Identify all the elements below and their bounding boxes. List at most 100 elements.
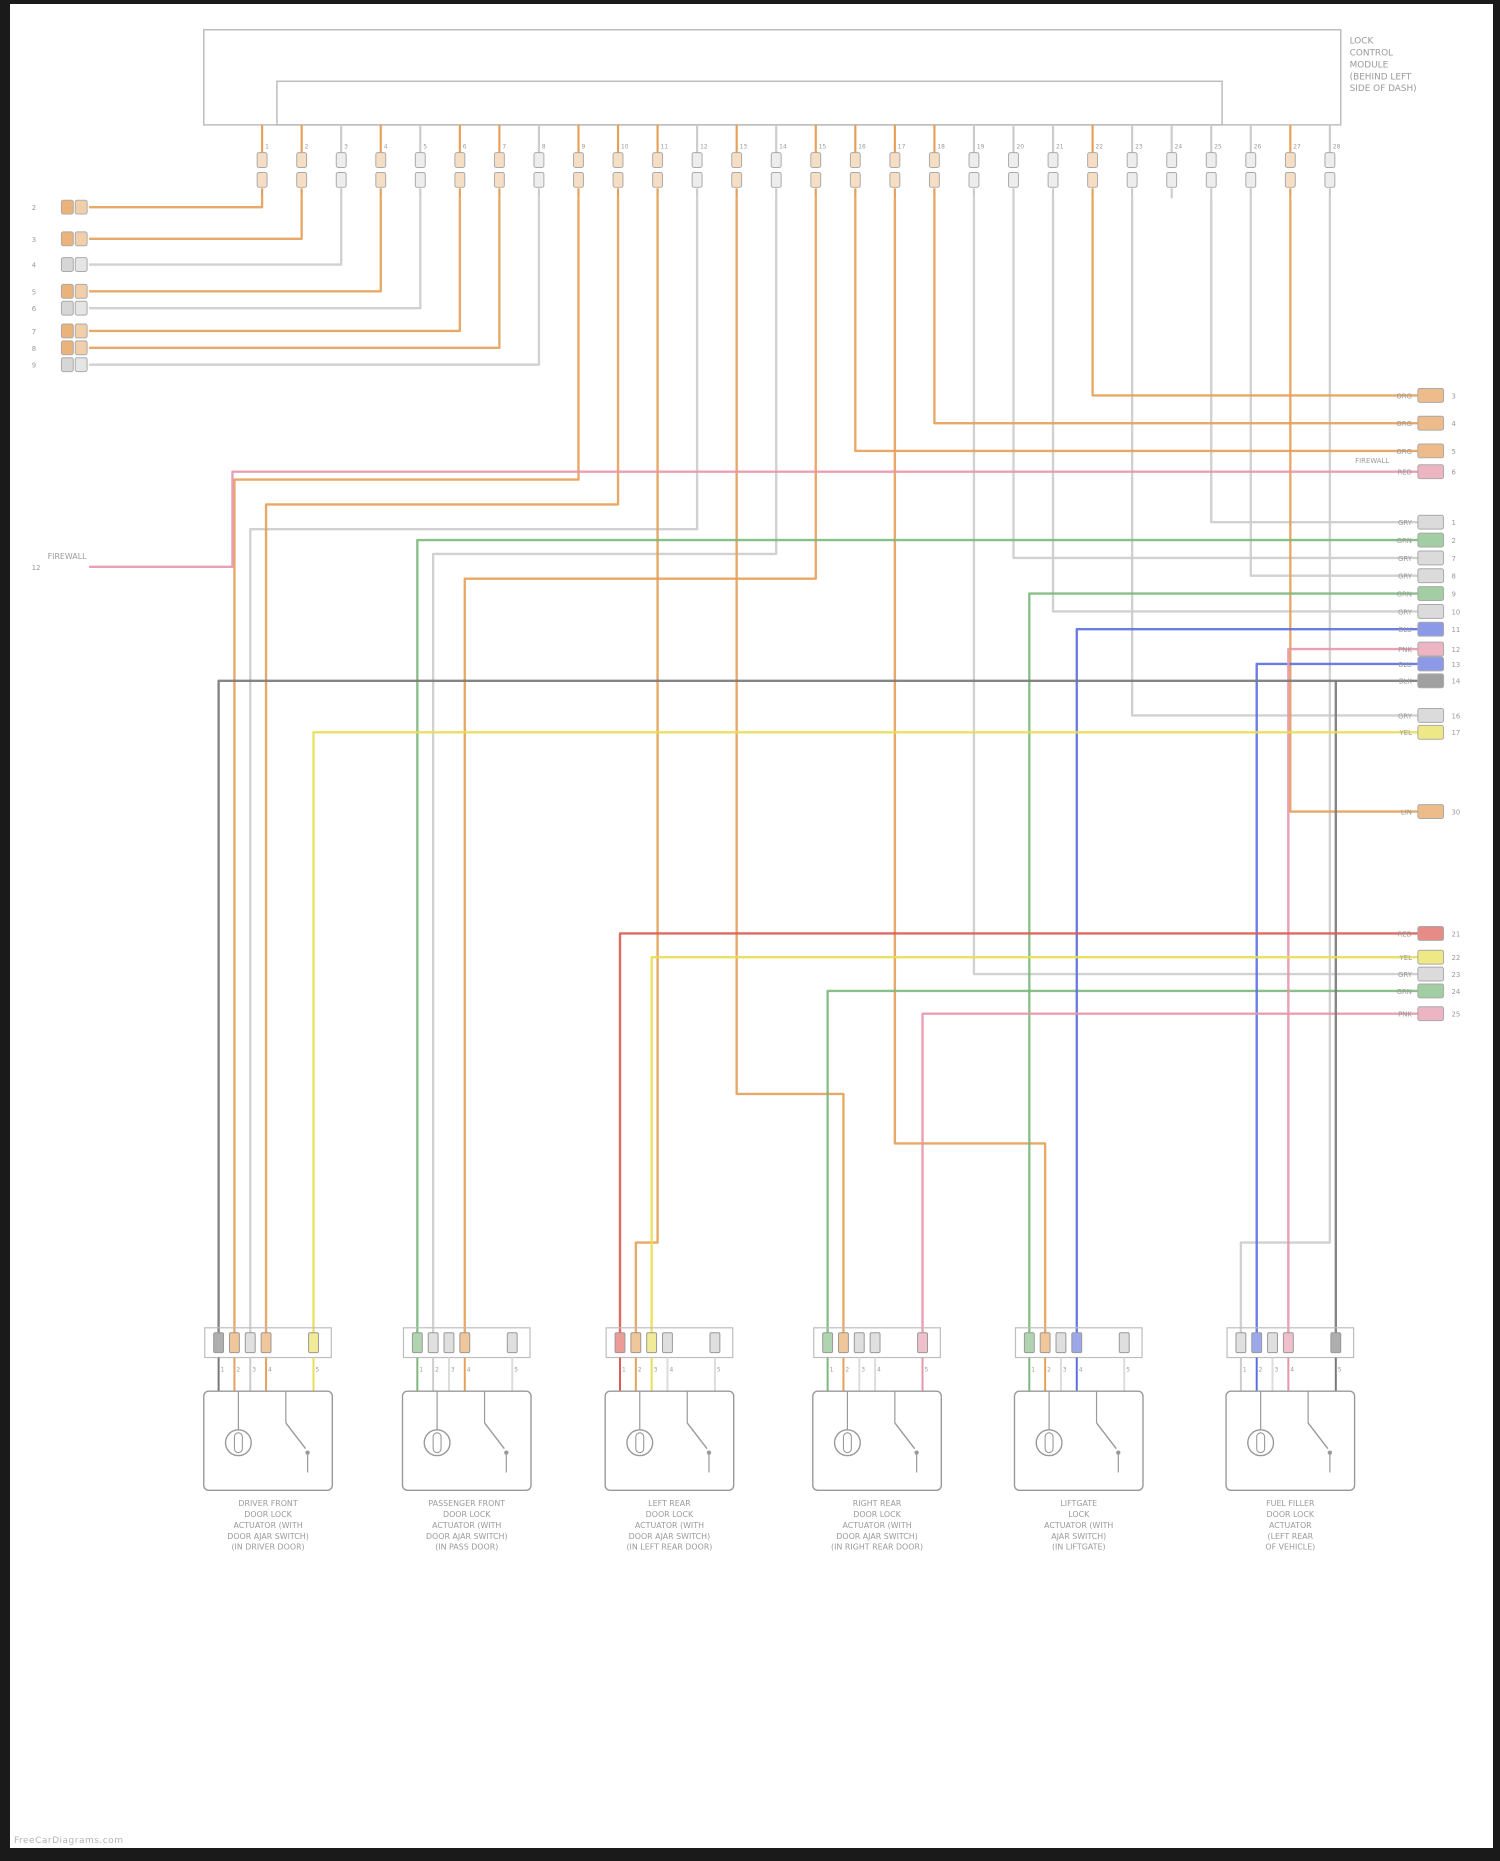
inline-connector-icon [1324, 171, 1336, 188]
grid-number: 8 [32, 345, 36, 353]
pin-number: 13 [740, 144, 748, 151]
wire-color-code: GRY [1398, 712, 1413, 720]
component-box [401, 1390, 532, 1491]
pin-number: 1 [830, 1366, 834, 1373]
inline-connector-icon [1166, 171, 1178, 188]
left-connector-stub [74, 300, 88, 316]
component-label: ACTUATOR [1269, 1521, 1312, 1530]
grid-number: 4 [32, 262, 36, 270]
component-pin [662, 1332, 673, 1354]
pin-number: 1 [221, 1366, 225, 1373]
inline-connector-icon [1284, 171, 1296, 188]
wire-green [826, 989, 1418, 1333]
motor-symbol [423, 1429, 451, 1457]
pin-number: 1 [265, 144, 269, 151]
wire-color-code: YEL [1399, 954, 1413, 962]
pin-number: 28 [1333, 144, 1341, 151]
right-connector-stub [1417, 656, 1445, 672]
component-label: DOOR LOCK [1267, 1510, 1315, 1519]
component-label: RIGHT REAR [853, 1499, 902, 1508]
component-pin [228, 1332, 240, 1354]
firewall-label: FIREWALL [1355, 457, 1389, 465]
left-connector-stub [60, 231, 74, 247]
motor-armature [1256, 1432, 1266, 1454]
right-connector-stub [1417, 603, 1445, 619]
component-box [1225, 1390, 1356, 1491]
wire-gray [89, 198, 422, 310]
wire-orange [1091, 198, 1418, 397]
pin-number: 4 [384, 144, 388, 151]
wire-gray [972, 198, 1418, 976]
wire-gray [1239, 198, 1332, 1333]
grid-number: 12 [32, 564, 41, 572]
right-connector-stub [1417, 532, 1445, 548]
control-module-label: (BEHIND LEFT [1350, 72, 1412, 82]
wire-color-code: GRN [1397, 988, 1412, 996]
wire-gray [89, 198, 541, 366]
pin-number: 25 [1214, 144, 1222, 151]
left-connector-stub [74, 231, 88, 247]
component-pin [1267, 1332, 1278, 1354]
wire-color-code: RED [1397, 469, 1411, 477]
inline-connector-icon [770, 152, 782, 168]
inline-connector-icon [1047, 152, 1059, 168]
component-box [203, 1390, 333, 1491]
right-connector-stub [1417, 464, 1445, 480]
wire-color-code: GRY [1398, 573, 1413, 581]
switch-contact [914, 1450, 919, 1455]
pin-number: 18 [937, 144, 945, 151]
wire-orange [89, 198, 382, 293]
inline-connector-icon [1205, 171, 1217, 188]
pin-number: 21 [1056, 144, 1064, 151]
inline-connector-icon [928, 152, 940, 168]
wire-color-code: ORG [1396, 448, 1412, 456]
pin-number: 5 [717, 1366, 721, 1373]
motor-symbol [1035, 1429, 1063, 1457]
control-module-label: MODULE [1350, 60, 1389, 70]
left-connector-stub [60, 300, 74, 316]
wire-green [416, 538, 1418, 1333]
component-pin [459, 1332, 471, 1354]
component-pin [630, 1332, 642, 1354]
pin-number: 3 [451, 1366, 455, 1373]
right-connector-stub [1417, 415, 1445, 431]
component-label: (IN LIFTGATE) [1052, 1543, 1106, 1552]
grid-number: 7 [32, 328, 36, 336]
control-module-box [203, 29, 1342, 126]
component-pin [427, 1332, 439, 1354]
left-connector-stub [74, 340, 88, 356]
wire-green [1028, 592, 1418, 1333]
inline-connector-icon [533, 171, 545, 188]
switch-contact [305, 1450, 310, 1455]
right-connector-stub [1417, 514, 1445, 530]
left-connector-stub [74, 199, 88, 215]
pin-number: 4 [669, 1366, 673, 1373]
component-pin [443, 1332, 455, 1354]
pin-number: 5 [1451, 448, 1455, 456]
wire-color-code: GRN [1397, 591, 1412, 599]
right-connector-stub [1417, 983, 1445, 999]
pin-number: 6 [463, 144, 467, 151]
pin-number: 3 [252, 1366, 256, 1373]
right-connector-stub [1417, 804, 1445, 819]
inline-connector-icon [770, 171, 782, 188]
component-pin [506, 1332, 518, 1354]
wire-pink [921, 1012, 1418, 1333]
inline-connector-icon [1245, 171, 1257, 188]
wire-blue [1075, 628, 1418, 1333]
pin-number: 3 [1063, 1366, 1067, 1373]
component-pin [244, 1332, 256, 1354]
inline-connector-icon [928, 171, 940, 188]
switch-symbol [1095, 1422, 1117, 1450]
wire-color-code: LIN [1401, 809, 1412, 817]
inline-connector-icon [1284, 152, 1296, 168]
switch-contact [504, 1450, 509, 1455]
pin-number: 8 [1451, 573, 1455, 581]
inline-connector-icon [849, 171, 861, 188]
component-box [604, 1390, 735, 1491]
component-pin [1235, 1332, 1247, 1354]
wire-color-code: GRY [1398, 519, 1413, 527]
pin-number: 3 [1451, 392, 1455, 400]
switch-symbol [484, 1422, 505, 1450]
